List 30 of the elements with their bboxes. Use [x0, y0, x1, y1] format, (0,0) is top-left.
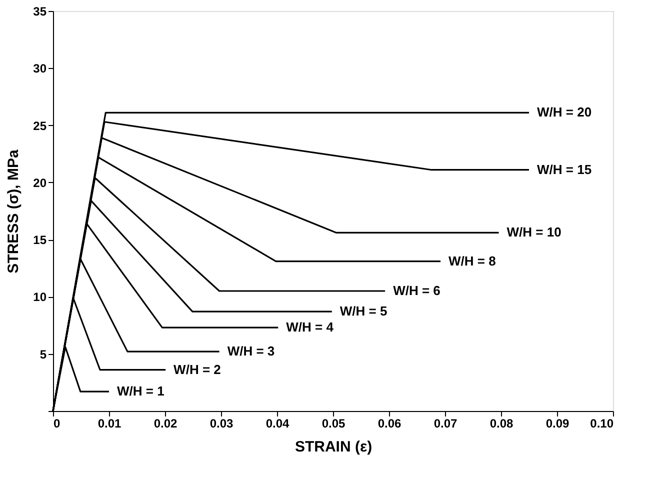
y-tick-label: 20 — [33, 176, 47, 190]
y-tick-label: 35 — [33, 4, 47, 18]
x-tick-label: 0.07 — [434, 416, 458, 430]
x-tick-label: 0.03 — [210, 416, 234, 430]
x-tick-label: 0 — [54, 416, 60, 430]
y-axis-title: STRESS (σ), MPa — [5, 149, 22, 274]
y-tick-label: 10 — [33, 290, 47, 304]
x-tick-label: 0.09 — [546, 416, 570, 430]
x-tick-label: 0.04 — [266, 416, 290, 430]
y-tick-label: 15 — [33, 233, 47, 248]
y-tick-label: 25 — [33, 118, 47, 133]
series-label: W/H = 10 — [506, 224, 562, 240]
series-label: W/H = 4 — [286, 320, 334, 335]
x-tick-label: 0.05 — [322, 416, 346, 430]
series-label: W/H = 8 — [448, 253, 496, 268]
y-tick-label: 5 — [40, 347, 47, 362]
x-tick-label: 0.06 — [378, 416, 402, 430]
x-tick-label: 0.01 — [98, 416, 122, 430]
series-label: W/H = 15 — [537, 162, 592, 177]
series-label: W/H = 20 — [537, 104, 592, 120]
series-label: W/H = 2 — [174, 362, 221, 377]
series-label: W/H = 3 — [227, 344, 275, 359]
x-tick-label: 0.08 — [490, 416, 514, 430]
x-tick-label: 0.10 — [590, 416, 614, 430]
x-axis-title: STRAIN (ε) — [294, 438, 372, 456]
series-label: W/H = 6 — [393, 283, 440, 298]
x-tick-label: 0.02 — [154, 416, 178, 430]
y-tick-label: 30 — [33, 62, 47, 76]
series-label: W/H = 5 — [340, 304, 388, 319]
series-label: W/H = 1 — [117, 384, 164, 399]
